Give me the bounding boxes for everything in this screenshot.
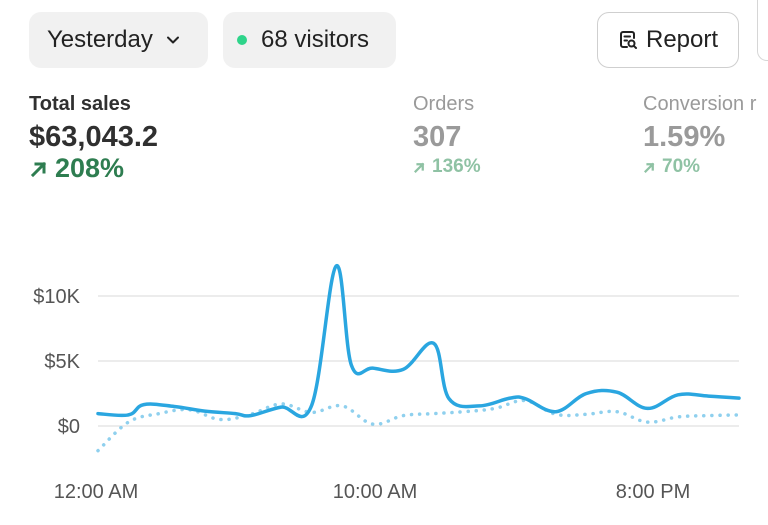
metric-change-value: 208% xyxy=(55,153,125,183)
comparison-series-line xyxy=(96,398,741,453)
live-status-dot xyxy=(237,35,247,45)
total-sales-metric[interactable]: Total sales $63,043.2 208% xyxy=(29,92,158,184)
sales-series-line xyxy=(96,264,741,419)
conversion-metric[interactable]: Conversion r 1.59% 70% xyxy=(643,92,768,178)
metric-value: 1.59% xyxy=(643,121,726,153)
visitors-label: 68 visitors xyxy=(261,26,370,53)
orders-metric[interactable]: Orders 307 136% xyxy=(413,92,481,178)
x-tick-label: 10:00 AM xyxy=(333,481,418,503)
metric-value: 307 xyxy=(413,121,462,153)
metric-change-value: 70% xyxy=(662,156,701,177)
report-search-icon xyxy=(616,28,640,52)
scroll-edge xyxy=(757,0,768,61)
metric-label: Conversion r xyxy=(643,93,757,115)
arrow-up-right-icon xyxy=(30,161,47,177)
metric-label: Orders xyxy=(413,93,475,115)
report-button[interactable]: Report xyxy=(597,12,739,68)
date-range-label: Yesterday xyxy=(47,26,153,53)
y-tick-label: $5K xyxy=(44,351,80,373)
metric-change-value: 136% xyxy=(432,156,481,177)
arrow-up-right-icon xyxy=(643,162,655,173)
live-visitors-button[interactable]: 68 visitors xyxy=(223,12,396,68)
y-tick-label: $10K xyxy=(33,286,80,308)
y-tick-label: $0 xyxy=(58,416,80,438)
metric-value: $63,043.2 xyxy=(29,121,159,153)
arrow-up-right-icon xyxy=(413,162,425,173)
x-tick-label: 12:00 AM xyxy=(54,481,139,503)
x-tick-label: 8:00 PM xyxy=(616,481,690,503)
metric-change: 208% xyxy=(29,153,158,184)
metric-change: 136% xyxy=(413,156,481,178)
metric-change: 70% xyxy=(643,156,768,178)
report-label: Report xyxy=(646,26,719,53)
date-range-button[interactable]: Yesterday xyxy=(29,12,208,68)
chevron-down-icon xyxy=(165,32,181,48)
metric-label: Total sales xyxy=(29,93,131,115)
